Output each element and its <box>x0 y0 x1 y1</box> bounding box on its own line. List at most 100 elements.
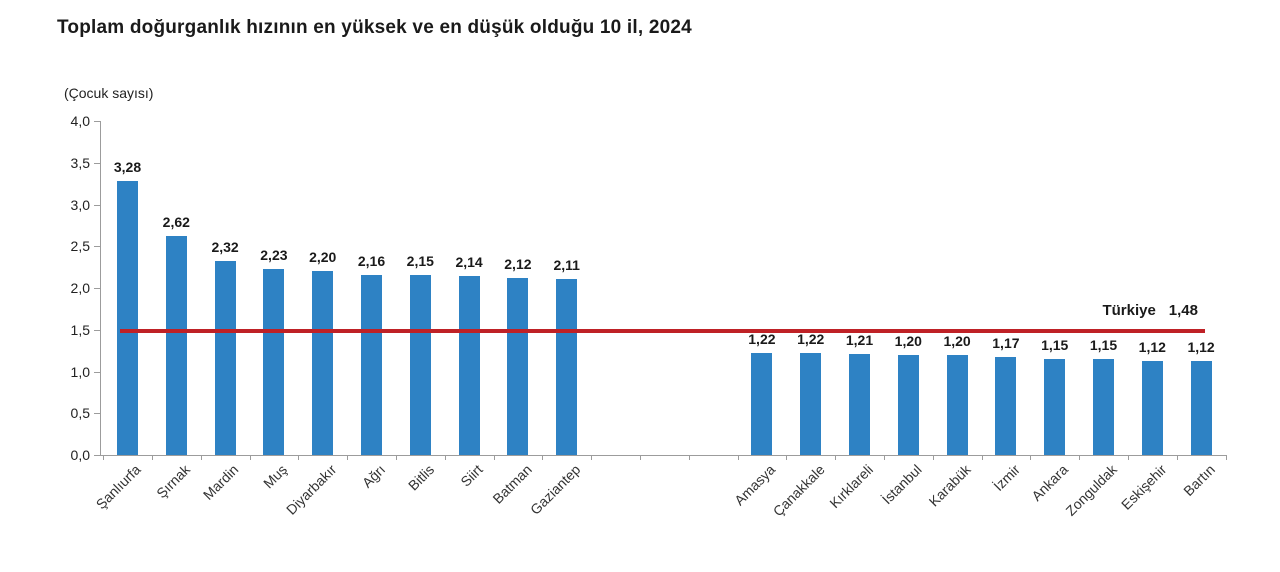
bar-value-label: 3,28 <box>113 159 142 176</box>
bar <box>1190 361 1212 455</box>
bar <box>751 353 773 455</box>
category-label: İstanbul <box>878 461 925 508</box>
y-tick-label: 1,0 <box>70 363 90 380</box>
y-tick <box>94 162 100 164</box>
bar-value-label: 2,14 <box>455 254 483 271</box>
x-tick <box>249 455 251 460</box>
y-tick-label: 0,0 <box>70 447 90 463</box>
x-tick <box>542 455 544 460</box>
x-tick <box>1176 455 1178 460</box>
bar-value-label: 1,22 <box>797 331 825 348</box>
bar <box>117 181 138 455</box>
category-label: Gaziantep <box>526 461 584 518</box>
x-tick <box>200 455 202 460</box>
y-tick-label: 2,0 <box>70 280 90 296</box>
bar <box>263 268 285 455</box>
y-tick <box>94 371 100 373</box>
x-tick <box>347 455 349 460</box>
y-axis-line <box>100 121 101 455</box>
y-tick-label: 3,5 <box>70 154 90 171</box>
y-tick-label: 1,5 <box>70 321 90 338</box>
bar-value-label: 1,20 <box>894 332 922 349</box>
x-tick <box>1030 455 1032 460</box>
category-label: Ankara <box>1028 461 1072 504</box>
bar-value-label: 2,16 <box>357 252 386 269</box>
bar <box>946 354 968 455</box>
x-tick <box>395 455 397 460</box>
x-tick <box>151 455 153 460</box>
bar-value-label: 1,15 <box>1089 336 1118 353</box>
bar <box>800 353 822 455</box>
category-label: Batman <box>489 461 535 507</box>
bar-value-label: 2,15 <box>406 253 434 270</box>
x-tick <box>835 455 837 460</box>
y-tick <box>94 204 100 206</box>
bar-value-label: 1,21 <box>845 331 874 348</box>
x-tick <box>932 455 934 460</box>
category-label: Diyarbakır <box>282 461 340 518</box>
category-label: Siirt <box>457 461 486 490</box>
category-label: Kırklareli <box>826 461 877 512</box>
bar <box>995 357 1017 455</box>
reference-line-label: Türkiye 1,48 <box>1102 302 1198 319</box>
x-tick <box>1079 455 1081 460</box>
bar-value-label: 2,12 <box>504 255 532 272</box>
bar-value-label: 2,62 <box>162 214 190 231</box>
bar-value-label: 2,11 <box>553 256 580 273</box>
bar-value-label: 2,32 <box>211 239 239 256</box>
x-tick <box>688 455 690 460</box>
category-label: Zonguldak <box>1062 461 1121 519</box>
y-tick-label: 0,5 <box>70 405 90 422</box>
bar-value-label: 2,23 <box>260 246 288 263</box>
category-label: Bitlis <box>404 461 437 494</box>
x-tick <box>103 455 105 460</box>
category-label: Şanlıurfa <box>93 461 145 513</box>
bar <box>1044 358 1066 455</box>
bar-value-label: 1,12 <box>1187 339 1215 356</box>
category-label: Karabük <box>925 461 974 510</box>
reference-value-text: 1,48 <box>1168 302 1198 319</box>
y-tick <box>94 288 100 289</box>
category-label: İzmir <box>989 461 1023 495</box>
x-tick <box>639 455 641 460</box>
y-tick-label: 2,5 <box>70 238 90 255</box>
category-label: Amasya <box>731 461 779 509</box>
y-tick-label: 3,0 <box>70 196 90 213</box>
bar-value-label: 1,17 <box>992 335 1020 352</box>
x-tick <box>883 455 885 460</box>
category-label: Ağrı <box>358 461 389 491</box>
x-tick <box>298 455 300 460</box>
bar-value-label: 1,12 <box>1138 339 1166 356</box>
y-tick-label: 4,0 <box>70 113 90 129</box>
x-tick <box>737 455 739 460</box>
y-tick <box>94 413 100 415</box>
bar <box>409 275 431 455</box>
x-tick <box>444 455 446 460</box>
y-tick <box>94 121 100 122</box>
bar <box>897 354 919 455</box>
bar-value-label: 2,20 <box>309 249 337 266</box>
bar-value-label: 1,22 <box>748 331 776 348</box>
bar <box>165 236 187 455</box>
bar <box>214 261 236 455</box>
category-label: Muş <box>260 461 291 492</box>
bar-value-label: 1,15 <box>1041 336 1069 353</box>
category-label: Şırnak <box>152 461 193 502</box>
category-label: Bartın <box>1179 461 1218 500</box>
bar <box>507 277 529 455</box>
x-tick <box>591 455 593 460</box>
chart-title: Toplam doğurganlık hızının en yüksek ve … <box>57 17 692 38</box>
x-tick <box>1127 455 1129 460</box>
bar <box>1141 361 1163 455</box>
category-label: Mardin <box>200 461 242 503</box>
y-tick <box>94 329 100 331</box>
reference-country-text: Türkiye <box>1102 302 1156 319</box>
x-tick <box>1225 455 1227 460</box>
bar <box>458 276 480 455</box>
y-axis-unit-label: (Çocuk sayısı) <box>64 85 154 101</box>
bar <box>312 271 334 455</box>
bar <box>361 274 382 455</box>
bar <box>1093 358 1114 455</box>
reference-line <box>120 329 1205 334</box>
x-tick <box>981 455 983 460</box>
